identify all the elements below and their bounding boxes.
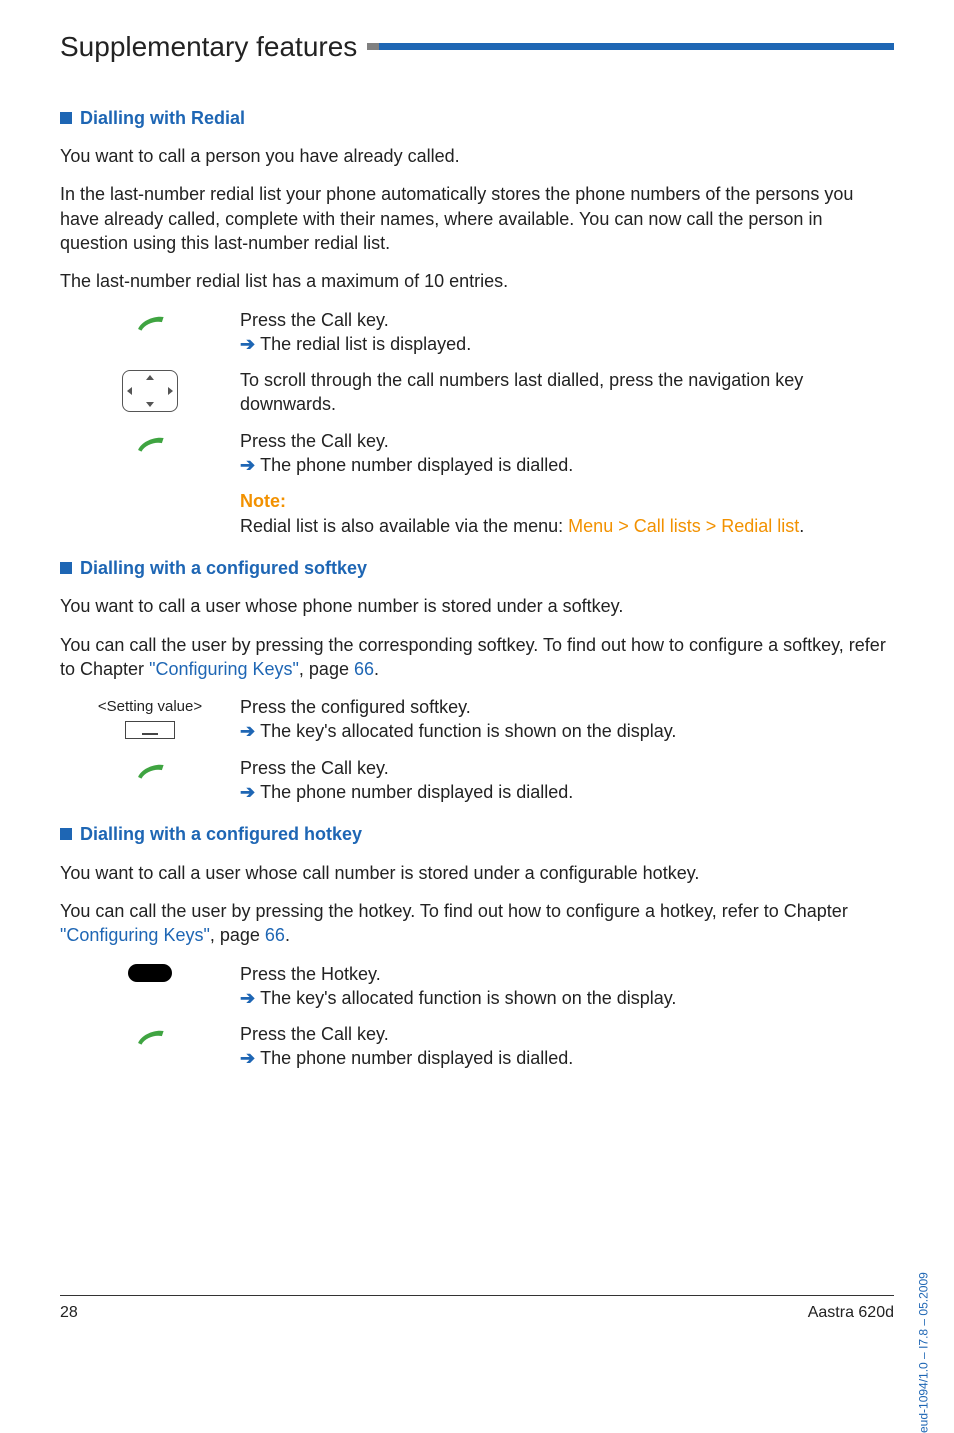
- step-icon-column: [60, 368, 240, 412]
- paragraph: In the last-number redial list your phon…: [60, 182, 894, 255]
- step-instruction: Press the Call key.: [240, 308, 894, 332]
- step-result: ➔ The phone number displayed is dialled.: [240, 780, 894, 804]
- arrow-icon: ➔: [240, 455, 260, 475]
- device-model: Aastra 620d: [808, 1302, 894, 1324]
- step-instruction: Press the Call key.: [240, 756, 894, 780]
- step-row: Press the Call key. ➔ The redial list is…: [60, 308, 894, 357]
- softkey-icon: [125, 721, 175, 739]
- step-result: ➔ The key's allocated function is shown …: [240, 986, 894, 1010]
- steps-block-hotkey: Press the Hotkey. ➔ The key's allocated …: [60, 962, 894, 1071]
- step-text-column: Press the Call key. ➔ The phone number d…: [240, 1022, 894, 1071]
- note-text-column: Note: Redial list is also available via …: [240, 489, 894, 538]
- footer-divider: [60, 1295, 894, 1296]
- step-text-column: Press the configured softkey. ➔ The key'…: [240, 695, 894, 744]
- steps-block-softkey: <Setting value> Press the configured sof…: [60, 695, 894, 804]
- step-icon-column: [60, 489, 240, 491]
- setting-value-label: <Setting value>: [98, 697, 202, 717]
- step-row: Press the Hotkey. ➔ The key's allocated …: [60, 962, 894, 1011]
- section-title-softkey: Dialling with a configured softkey: [60, 556, 894, 580]
- step-instruction: Press the Call key.: [240, 1022, 894, 1046]
- menu-path: Menu > Call lists > Redial list: [568, 516, 799, 536]
- call-key-icon: [133, 431, 167, 457]
- section-title-text: Dialling with a configured hotkey: [80, 822, 362, 846]
- step-result: ➔ The phone number displayed is dialled.: [240, 1046, 894, 1070]
- step-instruction: Press the Call key.: [240, 429, 894, 453]
- configuring-keys-link[interactable]: "Configuring Keys": [60, 925, 210, 945]
- step-result: ➔ The phone number displayed is dialled.: [240, 453, 894, 477]
- step-row: To scroll through the call numbers last …: [60, 368, 894, 417]
- step-instruction: To scroll through the call numbers last …: [240, 368, 894, 417]
- step-icon-column: [60, 962, 240, 982]
- step-result: ➔ The redial list is displayed.: [240, 332, 894, 356]
- step-row: Press the Call key. ➔ The phone number d…: [60, 756, 894, 805]
- step-text-column: Press the Call key. ➔ The phone number d…: [240, 756, 894, 805]
- step-text-column: Press the Hotkey. ➔ The key's allocated …: [240, 962, 894, 1011]
- step-instruction: Press the configured softkey.: [240, 695, 894, 719]
- arrow-icon: ➔: [240, 334, 260, 354]
- step-text-column: To scroll through the call numbers last …: [240, 368, 894, 417]
- step-text-column: Press the Call key. ➔ The redial list is…: [240, 308, 894, 357]
- arrow-icon: ➔: [240, 782, 260, 802]
- page-title: Supplementary features: [60, 28, 357, 66]
- page-heading-row: Supplementary features: [60, 28, 894, 66]
- section-bullet-icon: [60, 562, 72, 574]
- step-instruction: Press the Hotkey.: [240, 962, 894, 986]
- navigation-key-icon: [122, 370, 178, 412]
- paragraph: You can call the user by pressing the co…: [60, 633, 894, 682]
- step-row: <Setting value> Press the configured sof…: [60, 695, 894, 744]
- paragraph: The last-number redial list has a maximu…: [60, 269, 894, 293]
- configuring-keys-link[interactable]: "Configuring Keys": [149, 659, 299, 679]
- section-title-text: Dialling with a configured softkey: [80, 556, 367, 580]
- step-icon-column: [60, 756, 240, 784]
- page-number: 28: [60, 1302, 78, 1324]
- step-result: ➔ The key's allocated function is shown …: [240, 719, 894, 743]
- step-text-column: Press the Call key. ➔ The phone number d…: [240, 429, 894, 478]
- step-icon-column: [60, 308, 240, 336]
- note-text: Redial list is also available via the me…: [240, 514, 894, 538]
- section-title-hotkey: Dialling with a configured hotkey: [60, 822, 894, 846]
- call-key-icon: [133, 758, 167, 784]
- note-row: Note: Redial list is also available via …: [60, 489, 894, 538]
- section-bullet-icon: [60, 828, 72, 840]
- paragraph: You can call the user by pressing the ho…: [60, 899, 894, 948]
- step-row: Press the Call key. ➔ The phone number d…: [60, 429, 894, 478]
- call-key-icon: [133, 1024, 167, 1050]
- step-icon-column: [60, 1022, 240, 1050]
- step-icon-column: <Setting value>: [60, 695, 240, 739]
- page-footer: 28 Aastra 620d: [60, 1295, 894, 1324]
- steps-block-redial: Press the Call key. ➔ The redial list is…: [60, 308, 894, 538]
- section-title-redial: Dialling with Redial: [60, 106, 894, 130]
- page-link[interactable]: 66: [354, 659, 374, 679]
- arrow-icon: ➔: [240, 1048, 260, 1068]
- document-meta: eud-1094/1.0 – I7.8 – 05.2009: [916, 1272, 932, 1433]
- paragraph: You want to call a user whose call numbe…: [60, 861, 894, 885]
- paragraph: You want to call a user whose phone numb…: [60, 594, 894, 618]
- section-bullet-icon: [60, 112, 72, 124]
- call-key-icon: [133, 310, 167, 336]
- step-icon-column: [60, 429, 240, 457]
- arrow-icon: ➔: [240, 721, 260, 741]
- hotkey-icon: [128, 964, 172, 982]
- heading-divider: [367, 43, 379, 50]
- note-label: Note:: [240, 489, 894, 513]
- section-title-text: Dialling with Redial: [80, 106, 245, 130]
- arrow-icon: ➔: [240, 988, 260, 1008]
- heading-accent-bar: [379, 43, 894, 50]
- paragraph: You want to call a person you have alrea…: [60, 144, 894, 168]
- page-link[interactable]: 66: [265, 925, 285, 945]
- step-row: Press the Call key. ➔ The phone number d…: [60, 1022, 894, 1071]
